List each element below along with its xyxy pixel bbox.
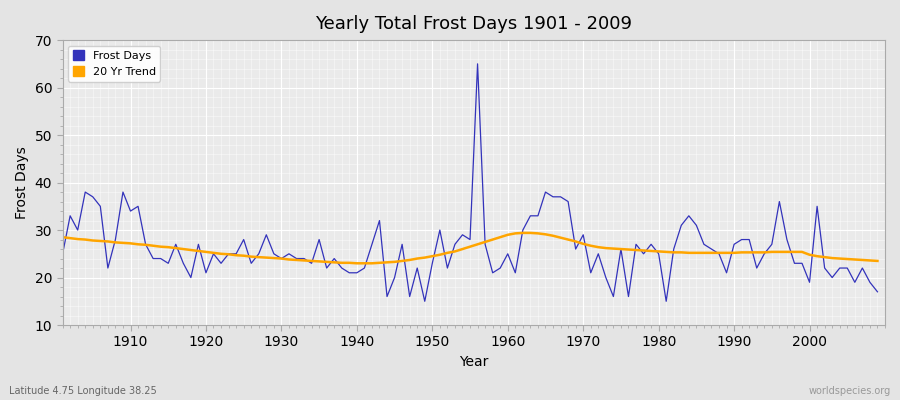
- Y-axis label: Frost Days: Frost Days: [15, 146, 29, 219]
- Line: 20 Yr Trend: 20 Yr Trend: [63, 233, 878, 263]
- 20 Yr Trend: [58, 235, 68, 240]
- Frost Days: [284, 251, 294, 256]
- Frost Days: [58, 251, 68, 256]
- Line: Frost Days: Frost Days: [63, 64, 878, 301]
- 20 Yr Trend: [502, 232, 513, 237]
- Frost Days: [328, 256, 339, 261]
- Text: worldspecies.org: worldspecies.org: [809, 386, 891, 396]
- Frost Days: [510, 270, 521, 275]
- 20 Yr Trend: [118, 240, 129, 245]
- Text: Latitude 4.75 Longitude 38.25: Latitude 4.75 Longitude 38.25: [9, 386, 157, 396]
- Frost Days: [419, 299, 430, 304]
- 20 Yr Trend: [352, 261, 363, 266]
- X-axis label: Year: Year: [459, 355, 489, 369]
- Legend: Frost Days, 20 Yr Trend: Frost Days, 20 Yr Trend: [68, 46, 160, 82]
- 20 Yr Trend: [284, 257, 294, 262]
- Frost Days: [518, 228, 528, 232]
- 20 Yr Trend: [328, 260, 339, 265]
- 20 Yr Trend: [872, 258, 883, 263]
- 20 Yr Trend: [608, 246, 619, 251]
- 20 Yr Trend: [510, 231, 521, 236]
- Frost Days: [872, 289, 883, 294]
- Frost Days: [608, 294, 619, 299]
- 20 Yr Trend: [518, 230, 528, 235]
- Frost Days: [472, 62, 483, 66]
- Frost Days: [118, 190, 129, 194]
- Title: Yearly Total Frost Days 1901 - 2009: Yearly Total Frost Days 1901 - 2009: [315, 15, 633, 33]
